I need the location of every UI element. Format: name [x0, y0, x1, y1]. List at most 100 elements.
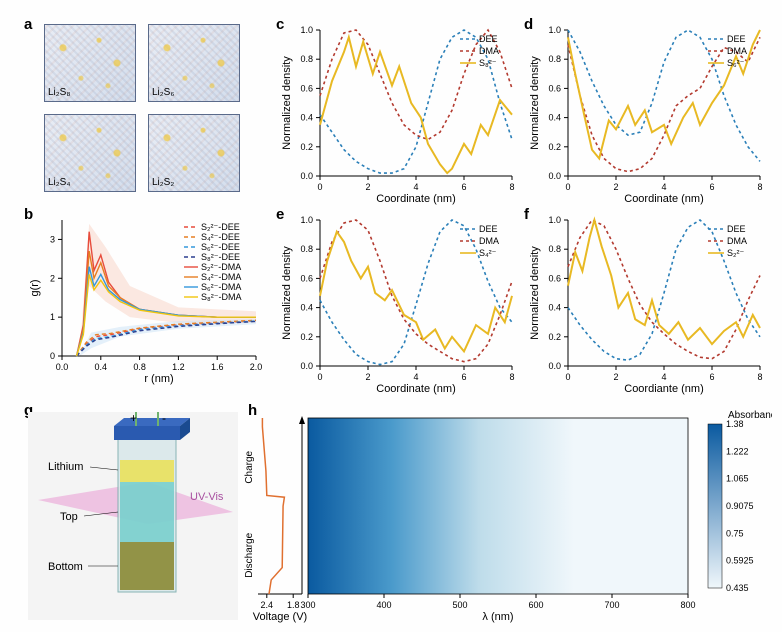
svg-text:600: 600: [528, 600, 543, 610]
svg-text:300: 300: [300, 600, 315, 610]
svg-text:S₆²⁻-DEE: S₆²⁻-DEE: [201, 242, 240, 252]
svg-text:2.0: 2.0: [250, 362, 262, 372]
svg-text:S₆²⁻: S₆²⁻: [727, 58, 745, 68]
sim-label: Li₂S₈: [48, 87, 70, 98]
svg-text:2.4: 2.4: [261, 600, 274, 610]
sim-label: Li₂S₂: [152, 177, 174, 188]
svg-text:0.6: 0.6: [548, 273, 561, 283]
svg-text:λ (nm): λ (nm): [482, 611, 513, 623]
svg-text:0.75: 0.75: [726, 528, 744, 538]
svg-text:1.0: 1.0: [300, 25, 313, 35]
svg-text:1: 1: [50, 312, 55, 322]
panel-label-a: a: [24, 16, 32, 33]
chart-d: 024680.00.20.40.60.81.0Coordinate (nm)No…: [526, 22, 766, 206]
panel-a: Li₂S₈ Li₂S₆ Li₂S₄ Li₂S₂: [44, 24, 244, 194]
svg-text:S₂²⁻-DMA: S₂²⁻-DMA: [201, 262, 241, 272]
svg-text:S₈²⁻-DEE: S₈²⁻-DEE: [201, 252, 240, 262]
svg-text:0.2: 0.2: [300, 142, 313, 152]
svg-text:S₈²⁻: S₈²⁻: [479, 58, 497, 68]
svg-text:Normalized density: Normalized density: [281, 246, 293, 340]
svg-text:r (nm): r (nm): [144, 373, 173, 385]
svg-text:0.2: 0.2: [300, 332, 313, 342]
svg-text:1.2: 1.2: [172, 362, 185, 372]
svg-text:0.4: 0.4: [300, 113, 313, 123]
svg-text:1.065: 1.065: [726, 474, 749, 484]
svg-text:0: 0: [565, 182, 570, 192]
svg-text:Coordinate (nm): Coordinate (nm): [376, 193, 455, 205]
svg-text:0.0: 0.0: [300, 171, 313, 181]
svg-text:Top: Top: [60, 511, 78, 523]
svg-text:Normalized density: Normalized density: [529, 246, 541, 340]
svg-text:1.8: 1.8: [287, 600, 300, 610]
svg-text:Voltage (V): Voltage (V): [253, 611, 307, 623]
svg-text:6: 6: [461, 372, 466, 382]
svg-text:DEE: DEE: [727, 34, 746, 44]
svg-text:0.8: 0.8: [300, 244, 313, 254]
svg-text:6: 6: [461, 182, 466, 192]
svg-text:0.2: 0.2: [548, 332, 561, 342]
svg-text:0.6: 0.6: [300, 273, 313, 283]
svg-text:1.0: 1.0: [548, 25, 561, 35]
svg-text:0.0: 0.0: [56, 362, 69, 372]
svg-text:0.8: 0.8: [300, 54, 313, 64]
svg-text:2: 2: [613, 372, 618, 382]
svg-text:0.2: 0.2: [548, 142, 561, 152]
svg-text:2: 2: [365, 182, 370, 192]
svg-text:0.8: 0.8: [548, 54, 561, 64]
chart-f: 024680.00.20.40.60.81.0Coordiante (nm)No…: [526, 212, 766, 396]
chart-e: 024680.00.20.40.60.81.0Coordinate (nm)No…: [278, 212, 518, 396]
panel-g-schematic: + - Lithium Top Bottom UV-Vis: [28, 412, 238, 620]
sim-box-s4: Li₂S₄: [44, 114, 136, 192]
svg-text:S₄²⁻-DMA: S₄²⁻-DMA: [201, 272, 241, 282]
svg-text:0.435: 0.435: [726, 583, 749, 593]
svg-text:8: 8: [509, 182, 514, 192]
svg-text:8: 8: [757, 182, 762, 192]
svg-text:DMA: DMA: [727, 236, 747, 246]
svg-text:1.0: 1.0: [300, 215, 313, 225]
svg-text:0.4: 0.4: [548, 113, 561, 123]
svg-text:4: 4: [661, 182, 666, 192]
svg-text:DEE: DEE: [727, 224, 746, 234]
svg-text:S₂²⁻: S₂²⁻: [727, 248, 744, 258]
svg-text:DMA: DMA: [479, 46, 499, 56]
svg-text:0.0: 0.0: [548, 171, 561, 181]
svg-text:Normalized density: Normalized density: [529, 56, 541, 150]
svg-text:1.6: 1.6: [211, 362, 224, 372]
svg-text:0: 0: [317, 182, 322, 192]
svg-text:Discharge: Discharge: [244, 532, 255, 577]
svg-text:0: 0: [50, 351, 55, 361]
svg-text:8: 8: [509, 372, 514, 382]
svg-text:UV-Vis: UV-Vis: [190, 491, 224, 503]
svg-text:Bottom: Bottom: [48, 561, 83, 573]
svg-text:Coordinate (nm): Coordinate (nm): [376, 383, 455, 395]
svg-text:1.0: 1.0: [548, 215, 561, 225]
chart-b: 0.00.40.81.21.62.00123r (nm)g(r)S₂²⁻-DEE…: [26, 214, 262, 386]
svg-text:+: +: [130, 412, 137, 425]
svg-text:Coordinate (nm): Coordinate (nm): [624, 193, 703, 205]
svg-text:-: -: [162, 412, 166, 425]
svg-text:0.4: 0.4: [300, 303, 313, 313]
svg-text:Coordiante (nm): Coordiante (nm): [624, 383, 703, 395]
svg-text:S₄²⁻: S₄²⁻: [479, 248, 497, 258]
svg-text:0.5925: 0.5925: [726, 556, 754, 566]
svg-text:DEE: DEE: [479, 224, 498, 234]
sim-label: Li₂S₄: [48, 177, 70, 188]
svg-text:0: 0: [317, 372, 322, 382]
svg-text:8: 8: [757, 372, 762, 382]
sim-box-s6: Li₂S₆: [148, 24, 240, 102]
svg-text:4: 4: [413, 372, 418, 382]
svg-text:g(r): g(r): [29, 279, 41, 296]
sim-box-s8: Li₂S₈: [44, 24, 136, 102]
sim-box-s2: Li₂S₂: [148, 114, 240, 192]
svg-text:0.4: 0.4: [548, 303, 561, 313]
svg-text:S₂²⁻-DEE: S₂²⁻-DEE: [201, 222, 240, 232]
svg-text:DMA: DMA: [479, 236, 499, 246]
svg-text:0.0: 0.0: [300, 361, 313, 371]
svg-text:3: 3: [50, 234, 55, 244]
svg-text:Normalized density: Normalized density: [281, 56, 293, 150]
svg-text:S₄²⁻-DEE: S₄²⁻-DEE: [201, 232, 240, 242]
svg-text:6: 6: [709, 182, 714, 192]
svg-text:400: 400: [376, 600, 391, 610]
svg-text:Lithium: Lithium: [48, 461, 83, 473]
svg-text:500: 500: [452, 600, 467, 610]
